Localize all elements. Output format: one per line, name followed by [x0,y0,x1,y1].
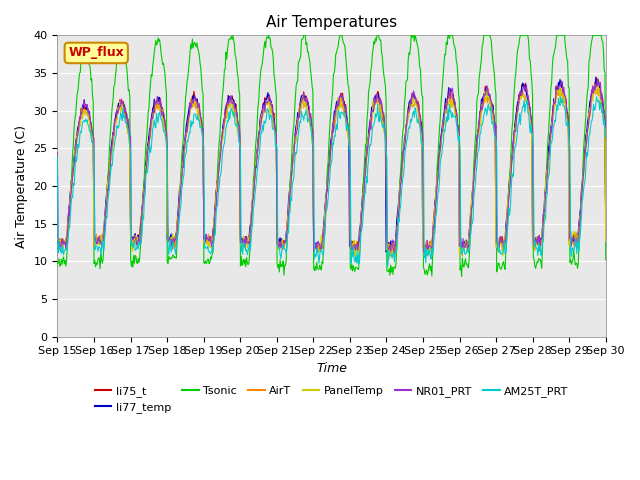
Y-axis label: Air Temperature (C): Air Temperature (C) [15,124,28,248]
Title: Air Temperatures: Air Temperatures [266,15,397,30]
Text: WP_flux: WP_flux [68,47,124,60]
Legend: li75_t, li77_temp, Tsonic, AirT, PanelTemp, NR01_PRT, AM25T_PRT: li75_t, li77_temp, Tsonic, AirT, PanelTe… [90,382,573,418]
X-axis label: Time: Time [316,362,347,375]
